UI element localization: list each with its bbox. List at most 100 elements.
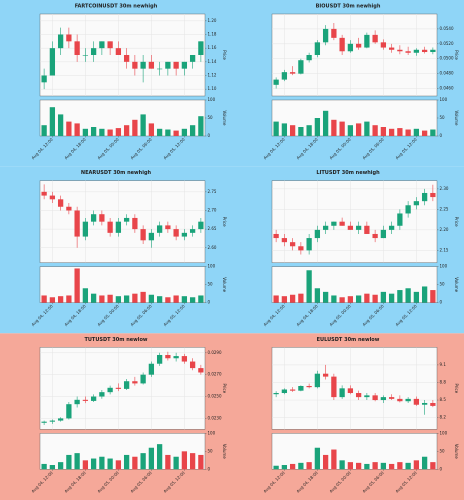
volume-bar xyxy=(364,121,370,136)
candle-body xyxy=(148,232,155,241)
candle-body xyxy=(181,61,188,69)
candle-body xyxy=(281,238,288,243)
y-tick-label: 0.0270 xyxy=(208,372,222,377)
volume-tick-label: 50 xyxy=(208,448,214,453)
volume-bar xyxy=(298,127,304,136)
volume-bar xyxy=(413,460,420,470)
volume-bar xyxy=(413,128,420,136)
candle-body xyxy=(66,206,72,211)
volume-bar xyxy=(132,119,138,136)
y-tick-label: 0.0500 xyxy=(440,56,454,61)
candle-body xyxy=(331,28,337,38)
candle-body xyxy=(198,41,204,55)
volume-bar xyxy=(132,293,138,303)
candle-body xyxy=(430,49,436,53)
volume-bar xyxy=(107,458,113,470)
volume-bar xyxy=(41,125,47,136)
y-tick-label: 2.75 xyxy=(208,189,217,194)
volume-area xyxy=(271,266,438,303)
y-tick-label: 9.1 xyxy=(440,362,447,367)
volume-bar xyxy=(132,456,138,470)
volume-bar xyxy=(298,462,304,470)
volume-bar xyxy=(156,128,163,136)
candle-body xyxy=(132,61,138,69)
volume-bar xyxy=(90,127,97,136)
volume-bar xyxy=(339,460,345,470)
volume-tick-label: 100 xyxy=(208,264,216,269)
volume-bar xyxy=(82,128,89,136)
volume-bar xyxy=(173,456,179,470)
volume-bar xyxy=(331,119,337,136)
candle-body xyxy=(148,363,155,375)
chart-panel: LITUSDT 30m newhigh 2.15 2.20 2.25 2.30 0 50 10… xyxy=(232,166,464,334)
volume-bar xyxy=(74,453,80,470)
volume-bar xyxy=(107,129,113,136)
y-tick-label: 2.70 xyxy=(208,207,217,212)
candle-body xyxy=(99,392,105,397)
candle-body xyxy=(57,199,64,207)
volume-bar xyxy=(66,121,72,136)
y-tick-label: 2.25 xyxy=(440,206,449,211)
volume-bar xyxy=(322,291,329,303)
candle-body xyxy=(397,49,403,52)
candle-body xyxy=(339,221,345,226)
candle-body xyxy=(430,192,436,198)
candle-body xyxy=(57,34,64,49)
volume-tick-label: 100 xyxy=(208,97,216,102)
candle-body xyxy=(314,42,321,55)
y-tick-label: 1.12 xyxy=(208,73,217,78)
volume-bar xyxy=(57,114,64,136)
candle-body xyxy=(372,395,378,401)
volume-area xyxy=(39,433,206,470)
candle-body xyxy=(355,225,362,230)
plot-area xyxy=(39,347,206,430)
volume-tick-label: 0 xyxy=(208,300,211,305)
candle-body xyxy=(289,242,296,247)
candle-body xyxy=(364,395,370,398)
volume-tick-label: 0 xyxy=(208,466,211,471)
candle-body xyxy=(49,420,56,422)
volume-bar xyxy=(99,295,105,303)
candle-body xyxy=(123,381,130,389)
candle-body xyxy=(181,356,188,362)
volume-bar xyxy=(189,453,196,470)
volume-bar xyxy=(421,456,428,470)
volume-bar xyxy=(189,297,196,303)
candle-body xyxy=(314,373,321,388)
candle-body xyxy=(198,368,204,373)
candle-body xyxy=(355,393,362,398)
volume-bar xyxy=(41,463,47,470)
volume-bar xyxy=(156,296,163,303)
volume-bar xyxy=(430,462,436,470)
volume-bar xyxy=(66,454,72,470)
volume-bar xyxy=(421,130,428,136)
y-axis-label: Price xyxy=(454,383,459,393)
candle-body xyxy=(281,72,288,80)
volume-bar xyxy=(314,447,321,470)
volume-bar xyxy=(347,125,354,136)
candle-body xyxy=(74,399,80,405)
candle-body xyxy=(339,388,345,398)
candle-body xyxy=(90,48,97,55)
candle-body xyxy=(331,376,337,398)
candle-body xyxy=(74,41,80,55)
volume-bar xyxy=(156,444,163,470)
candle-body xyxy=(107,41,113,49)
volume-bar xyxy=(82,288,89,303)
volume-bar xyxy=(339,121,345,136)
volume-bar xyxy=(165,297,171,303)
candle-body xyxy=(82,221,89,237)
volume-bar xyxy=(148,447,155,470)
volume-bar xyxy=(115,460,122,470)
chart-panel: NEARUSDT 30m newhigh 2.60 2.65 2.70 2.75 0 50 1… xyxy=(0,166,232,334)
candle-body xyxy=(281,389,288,394)
volume-bar xyxy=(347,296,354,303)
candle-body xyxy=(115,387,122,389)
candle-body xyxy=(132,381,138,384)
volume-bar xyxy=(140,114,146,136)
y-tick-label: 0.0230 xyxy=(208,415,222,420)
candle-body xyxy=(165,61,171,69)
candle-body xyxy=(74,210,80,237)
